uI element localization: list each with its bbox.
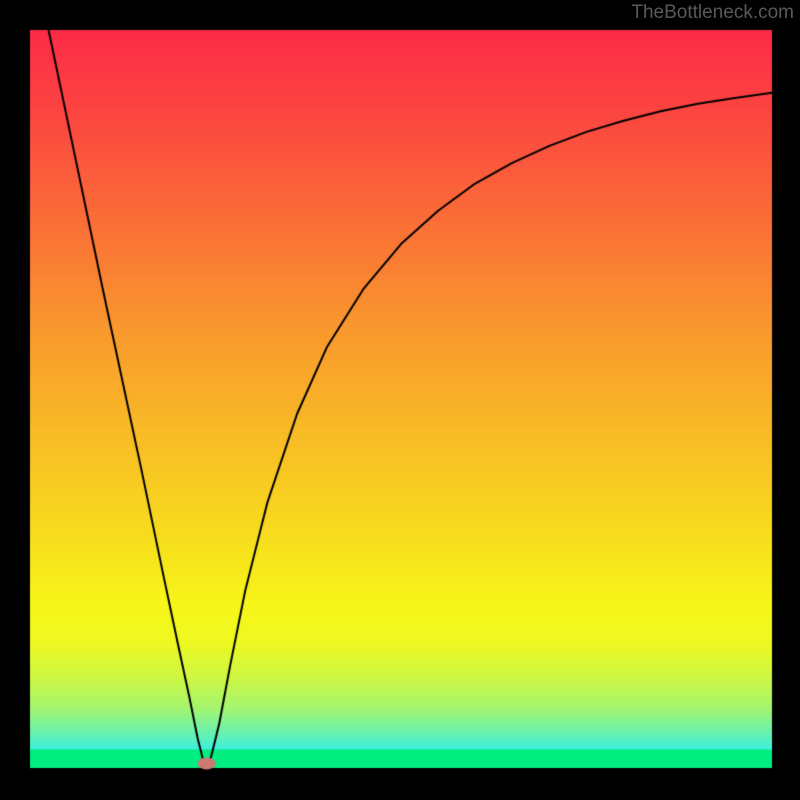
- bottleneck-chart-canvas: [0, 0, 800, 800]
